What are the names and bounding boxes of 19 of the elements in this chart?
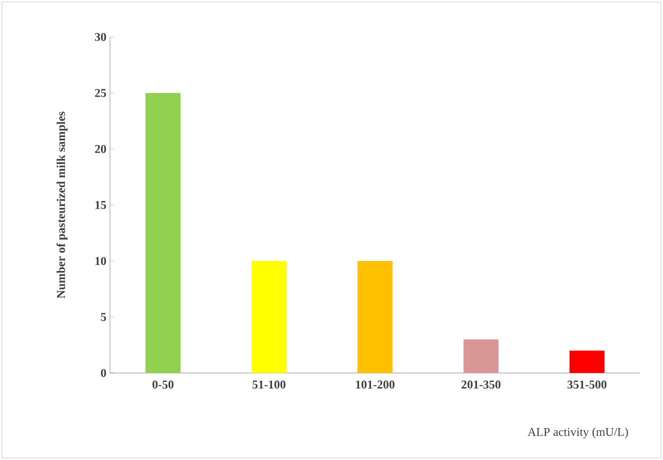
y-tick-label: 5 xyxy=(100,313,106,321)
bar xyxy=(570,350,605,373)
y-tick-label: 15 xyxy=(95,200,106,209)
x-tick-label: 351-500 xyxy=(568,380,606,389)
y-tick-label: 30 xyxy=(94,32,106,42)
x-axis-title: ALP activity (mU/L) xyxy=(528,428,628,438)
x-tick-label: 101-200 xyxy=(356,380,394,389)
bar xyxy=(252,260,287,373)
x-tick-label: 0-50 xyxy=(152,380,174,389)
y-tick-label: 0 xyxy=(100,368,106,378)
bar xyxy=(464,339,499,373)
bar xyxy=(146,92,181,373)
x-tick-label: 201-350 xyxy=(462,380,500,389)
y-tick-label: 25 xyxy=(95,88,106,97)
y-axis-title: Number of pasteurized milk samples xyxy=(56,112,68,298)
bar xyxy=(358,260,393,373)
y-tick-label: 10 xyxy=(95,256,106,266)
x-tick-label: 51-100 xyxy=(252,380,286,389)
y-tick-label: 20 xyxy=(95,144,106,154)
